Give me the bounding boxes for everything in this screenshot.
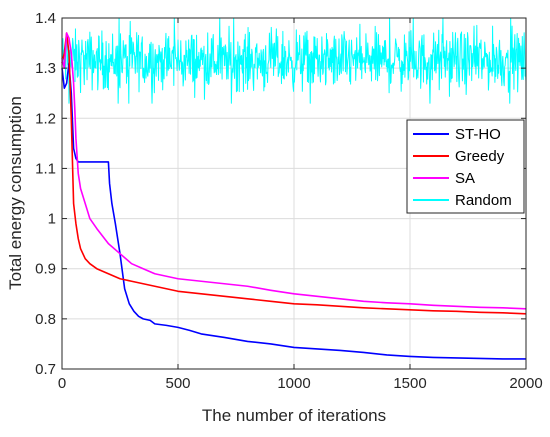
x-tick-label: 0	[58, 375, 66, 392]
legend-label: Greedy	[455, 148, 505, 165]
legend-label: ST-HO	[455, 126, 501, 143]
y-tick-label: 1.3	[35, 60, 56, 77]
legend: ST-HO Greedy SA Random	[406, 119, 525, 214]
legend-label: Random	[455, 192, 512, 209]
y-tick-label: 0.7	[35, 361, 56, 378]
legend-box	[406, 119, 525, 214]
y-tick-label: 1.2	[35, 110, 56, 127]
series-line-greedy	[61, 32, 527, 315]
y-tick-label: 0.8	[35, 311, 56, 328]
series-line-random	[61, 17, 527, 104]
ticks: 0 500 1000 1500 2000 0.7 0.8 0.9 1 1.1 1.2 1.3 1.4	[35, 10, 543, 392]
legend-label: SA	[455, 170, 475, 187]
x-tick-label: 2000	[509, 375, 542, 392]
x-tick-label: 1500	[393, 375, 426, 392]
x-tick-label: 500	[165, 375, 190, 392]
y-axis-label: Total energy consumption	[6, 96, 25, 290]
x-tick-label: 1000	[277, 375, 310, 392]
y-tick-label: 1.1	[35, 160, 56, 177]
series-line-sa	[61, 32, 527, 310]
y-tick-label: 0.9	[35, 261, 56, 278]
x-axis-label: The number of iterations	[202, 406, 386, 425]
series-lines	[61, 17, 527, 360]
y-tick-label: 1.4	[35, 10, 56, 27]
y-tick-label: 1	[48, 211, 56, 228]
